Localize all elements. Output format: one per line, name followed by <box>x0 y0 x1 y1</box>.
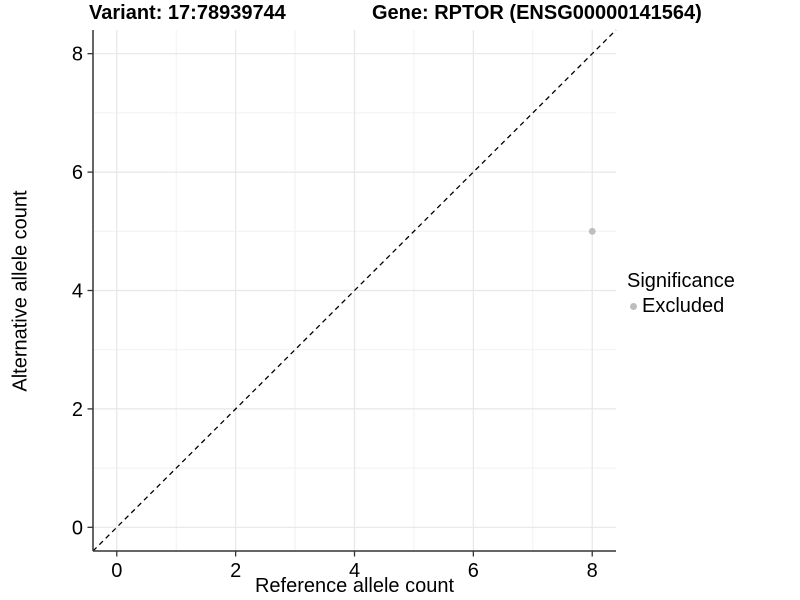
identity-dashed-line <box>92 29 617 552</box>
y-tick-label: 2 <box>72 399 83 421</box>
legend-item-label: Excluded <box>642 295 725 317</box>
y-tick-label: 0 <box>72 517 83 539</box>
x-tick-label: 8 <box>587 560 598 582</box>
y-tick-label: 8 <box>72 44 83 66</box>
legend-title: Significance <box>627 270 735 292</box>
legend-item-excluded: Excluded <box>627 295 735 318</box>
data-point <box>588 227 596 235</box>
x-tick-label: 2 <box>230 560 241 582</box>
plot-title-variant: Variant: 17:78939744 <box>89 2 286 24</box>
x-tick-label: 0 <box>111 560 122 582</box>
x-tick-label: 4 <box>349 560 360 582</box>
x-axis-title: Reference allele count <box>254 575 454 597</box>
y-tick-label: 6 <box>72 162 83 184</box>
x-tick-label: 6 <box>468 560 479 582</box>
legend-key-dot <box>630 303 637 310</box>
legend: Significance Excluded <box>627 270 735 318</box>
plot-title-gene: Gene: RPTOR (ENSG00000141564) <box>372 2 702 24</box>
y-tick-label: 4 <box>72 281 83 303</box>
y-axis-title: Alternative allele count <box>9 190 32 392</box>
